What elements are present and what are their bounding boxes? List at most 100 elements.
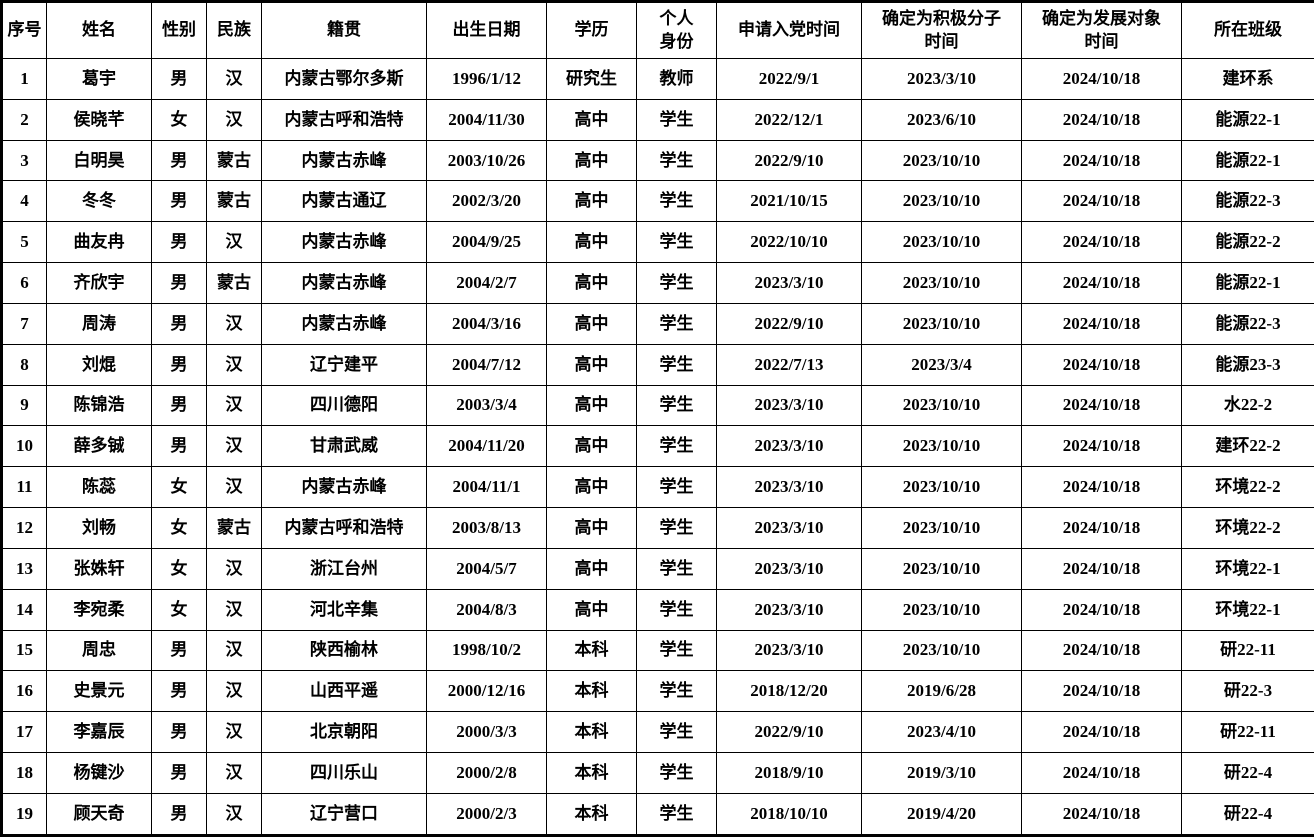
cell-class: 能源22-3 <box>1181 302 1314 345</box>
cell-native-place: 浙江台州 <box>261 547 427 590</box>
cell-development-target-date: 2024/10/18 <box>1021 98 1182 141</box>
cell-name: 侯晓芊 <box>46 98 152 141</box>
cell-activist-date: 2023/10/10 <box>861 547 1022 590</box>
cell-identity: 学生 <box>636 711 717 754</box>
cell-native-place: 内蒙古赤峰 <box>261 139 427 182</box>
table-row: 1 葛宇男汉内蒙古鄂尔多斯 1996/1/12 研究生 教师 2022/9/1 2023/3… <box>1 58 1314 100</box>
cell-ethnicity: 汉 <box>206 752 262 794</box>
cell-name: 薛多铖 <box>46 425 152 468</box>
column-header-education: 学历 <box>546 1 637 59</box>
cell-gender: 女 <box>151 547 207 590</box>
cell-activist-date: 2023/10/10 <box>861 507 1022 549</box>
cell-native-place: 甘肃武威 <box>261 425 427 468</box>
cell-activist-date: 2023/10/10 <box>861 221 1022 264</box>
cell-gender: 男 <box>151 384 207 427</box>
table-row: 11 陈蕊女汉内蒙古赤峰 2004/11/1 高中 学生 2023/3/10 2023/10… <box>1 466 1314 509</box>
cell-native-place: 陕西榆林 <box>261 629 427 672</box>
cell-index: 6 <box>1 262 47 304</box>
cell-native-place: 辽宁营口 <box>261 792 427 837</box>
cell-class: 能源22-1 <box>1181 139 1314 182</box>
table-row: 12 刘畅女蒙古 内蒙古呼和浩特 2003/8/13 高中 学生 2023/3/10 2023… <box>1 507 1314 549</box>
cell-activist-date: 2019/4/20 <box>861 792 1022 837</box>
cell-ethnicity: 汉 <box>206 384 262 427</box>
cell-class: 研22-4 <box>1181 792 1314 837</box>
cell-gender: 男 <box>151 711 207 754</box>
table-row: 18 杨键沙男汉四川乐山 2000/2/8 本科 学生 2018/9/10 2019/3/1… <box>1 752 1314 794</box>
table-row: 13 张姝轩女汉浙江台州 2004/5/7 高中 学生 2023/3/10 2023/10/… <box>1 547 1314 590</box>
cell-education: 本科 <box>546 792 637 837</box>
table-row: 10 薛多铖男汉甘肃武威 2004/11/20 高中 学生 2023/3/10 2023/1… <box>1 425 1314 468</box>
cell-education: 本科 <box>546 711 637 754</box>
cell-class: 研22-4 <box>1181 752 1314 794</box>
cell-gender: 男 <box>151 221 207 264</box>
cell-name: 陈锦浩 <box>46 384 152 427</box>
cell-name: 白明昊 <box>46 139 152 182</box>
cell-education: 本科 <box>546 629 637 672</box>
cell-activist-date: 2023/4/10 <box>861 711 1022 754</box>
cell-development-target-date: 2024/10/18 <box>1021 384 1182 427</box>
cell-identity: 学生 <box>636 629 717 672</box>
cell-application-date: 2022/9/10 <box>716 139 862 182</box>
cell-development-target-date: 2024/10/18 <box>1021 629 1182 672</box>
cell-native-place: 内蒙古赤峰 <box>261 466 427 509</box>
column-header-class: 所在班级 <box>1181 1 1314 59</box>
cell-native-place: 内蒙古鄂尔多斯 <box>261 58 427 100</box>
cell-activist-date: 2023/10/10 <box>861 384 1022 427</box>
cell-development-target-date: 2024/10/18 <box>1021 221 1182 264</box>
cell-application-date: 2022/10/10 <box>716 221 862 264</box>
cell-index: 2 <box>1 98 47 141</box>
table-row: 5 曲友冉男汉内蒙古赤峰 2004/9/25 高中 学生 2022/10/10 2023/1… <box>1 221 1314 264</box>
cell-identity: 学生 <box>636 792 717 837</box>
column-header-gender: 性别 <box>151 1 207 59</box>
cell-identity: 学生 <box>636 262 717 304</box>
cell-gender: 男 <box>151 262 207 304</box>
cell-gender: 女 <box>151 98 207 141</box>
cell-birth-date: 1998/10/2 <box>426 629 547 672</box>
cell-identity: 学生 <box>636 588 717 631</box>
cell-birth-date: 2004/11/1 <box>426 466 547 509</box>
cell-class: 研22-11 <box>1181 629 1314 672</box>
cell-application-date: 2018/9/10 <box>716 752 862 794</box>
cell-birth-date: 2000/2/3 <box>426 792 547 837</box>
cell-development-target-date: 2024/10/18 <box>1021 792 1182 837</box>
cell-application-date: 2023/3/10 <box>716 425 862 468</box>
cell-development-target-date: 2024/10/18 <box>1021 588 1182 631</box>
cell-development-target-date: 2024/10/18 <box>1021 711 1182 754</box>
cell-native-place: 内蒙古呼和浩特 <box>261 98 427 141</box>
cell-class: 能源22-2 <box>1181 221 1314 264</box>
cell-index: 5 <box>1 221 47 264</box>
cell-class: 能源22-1 <box>1181 262 1314 304</box>
cell-education: 高中 <box>546 139 637 182</box>
cell-birth-date: 1996/1/12 <box>426 58 547 100</box>
cell-ethnicity: 蒙古 <box>206 139 262 182</box>
cell-index: 16 <box>1 670 47 713</box>
table-row: 15 周忠男汉陕西榆林 1998/10/2 本科 学生 2023/3/10 2023/10/… <box>1 629 1314 672</box>
cell-activist-date: 2023/10/10 <box>861 302 1022 345</box>
cell-class: 能源22-3 <box>1181 180 1314 223</box>
cell-ethnicity: 蒙古 <box>206 507 262 549</box>
cell-application-date: 2023/3/10 <box>716 547 862 590</box>
cell-identity: 学生 <box>636 752 717 794</box>
cell-gender: 男 <box>151 792 207 837</box>
cell-education: 高中 <box>546 466 637 509</box>
cell-class: 建环系 <box>1181 58 1314 100</box>
cell-activist-date: 2023/10/10 <box>861 262 1022 304</box>
cell-index: 8 <box>1 343 47 386</box>
cell-class: 环境22-1 <box>1181 547 1314 590</box>
cell-identity: 学生 <box>636 466 717 509</box>
cell-native-place: 内蒙古通辽 <box>261 180 427 223</box>
cell-application-date: 2022/7/13 <box>716 343 862 386</box>
cell-birth-date: 2000/2/8 <box>426 752 547 794</box>
cell-index: 4 <box>1 180 47 223</box>
cell-class: 环境22-2 <box>1181 466 1314 509</box>
column-header-name: 姓名 <box>46 1 152 59</box>
cell-ethnicity: 汉 <box>206 425 262 468</box>
cell-activist-date: 2023/10/10 <box>861 425 1022 468</box>
cell-development-target-date: 2024/10/18 <box>1021 425 1182 468</box>
cell-education: 高中 <box>546 262 637 304</box>
cell-class: 环境22-2 <box>1181 507 1314 549</box>
cell-application-date: 2022/12/1 <box>716 98 862 141</box>
cell-birth-date: 2002/3/20 <box>426 180 547 223</box>
cell-ethnicity: 蒙古 <box>206 180 262 223</box>
table-row: 3 白明昊男蒙古 内蒙古赤峰 2003/10/26 高中 学生 2022/9/10 2023/… <box>1 139 1314 182</box>
